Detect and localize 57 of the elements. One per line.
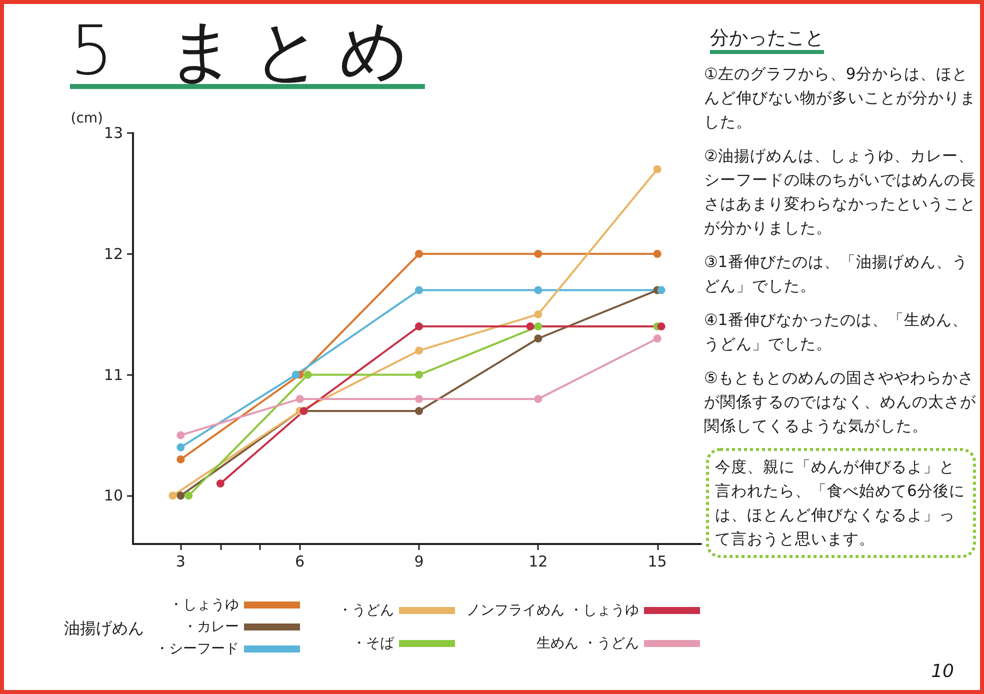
text: ④1番伸びなかったのは、「生めん、うどん」でした。 bbox=[704, 310, 969, 355]
point bbox=[526, 322, 534, 330]
point bbox=[657, 286, 666, 294]
point bbox=[176, 492, 185, 500]
y-tick-label: 12 bbox=[104, 244, 123, 263]
y-tick-label: 13 bbox=[104, 124, 123, 142]
point bbox=[534, 322, 542, 330]
point bbox=[296, 394, 304, 403]
point bbox=[534, 286, 542, 294]
text: ②油揚げめんは、しょうゆ、カレー、シーフードの味のちがいではめんの長さはあまり変わらなかったということが分かりました。 bbox=[704, 146, 976, 239]
point bbox=[300, 407, 308, 416]
text: ③1番伸びたのは、「油揚げめん、うどん」でした。 bbox=[704, 252, 969, 297]
legend-label: 生めん ・うどん bbox=[536, 636, 639, 652]
point bbox=[176, 455, 185, 464]
point bbox=[414, 286, 423, 294]
point bbox=[304, 370, 312, 379]
point bbox=[292, 370, 300, 379]
text: 10 bbox=[931, 661, 954, 682]
text: 分かったこと bbox=[710, 26, 824, 51]
text: 今度、親に「めんが伸びるよ」と言われたら、「食べ始めて6分後には、ほとんど伸びなくなるよ」って言おうと思います。 bbox=[706, 448, 976, 558]
legend-label: ・しょうゆ bbox=[169, 597, 239, 613]
y-tick-label: 10 bbox=[104, 486, 123, 505]
y-axis-title: (cm) bbox=[70, 110, 103, 127]
legend-label: ・うどん bbox=[338, 602, 394, 618]
chart-title: 5 まとめ bbox=[70, 11, 425, 93]
point bbox=[534, 394, 542, 403]
point bbox=[414, 322, 423, 330]
point bbox=[534, 334, 542, 342]
point bbox=[414, 394, 423, 403]
legend-label: ・そば bbox=[352, 636, 395, 652]
x-tick-label: 9 bbox=[414, 552, 424, 570]
y-tick-label: 11 bbox=[104, 366, 123, 384]
point bbox=[176, 431, 185, 440]
point bbox=[657, 322, 666, 330]
point bbox=[216, 480, 224, 488]
legend-title: 油揚げめん bbox=[64, 618, 144, 638]
point bbox=[653, 334, 662, 342]
legend-label: ・シーフード bbox=[155, 641, 239, 657]
text: ⑤もともとのめんの固さややわらかさが関係するのではなく、めんの太さが関係してくるような気がした。 bbox=[704, 368, 976, 437]
point bbox=[168, 492, 177, 500]
point bbox=[414, 346, 423, 355]
point bbox=[414, 250, 423, 258]
point bbox=[534, 250, 542, 258]
point bbox=[653, 165, 662, 174]
point bbox=[653, 250, 662, 258]
legend-label: ノンフライめん ・しょうゆ bbox=[466, 602, 639, 618]
legend-label: ・カレー bbox=[183, 619, 239, 635]
point bbox=[414, 370, 423, 379]
x-tick-label: 6 bbox=[295, 552, 305, 570]
point bbox=[184, 492, 193, 500]
x-tick-label: 12 bbox=[528, 552, 548, 570]
x-tick-label: 15 bbox=[648, 552, 667, 570]
text: ①左のグラフから、9分からは、ほとんど伸びない物が多いことが分かりました。 bbox=[704, 64, 976, 133]
point bbox=[414, 407, 423, 416]
point bbox=[176, 443, 185, 452]
x-tick-label: 3 bbox=[176, 552, 186, 570]
point bbox=[534, 310, 542, 318]
